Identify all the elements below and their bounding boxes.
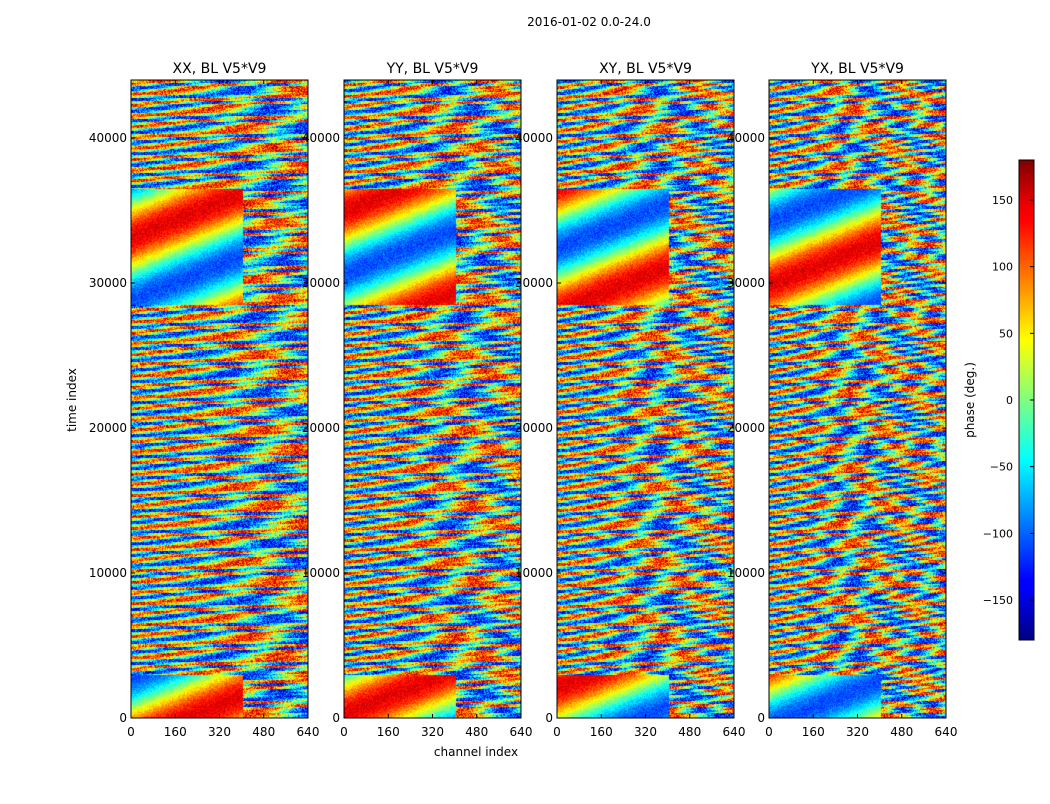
y-tick-label: 10000 [302,566,340,580]
colorbar-tick-label: −150 [983,594,1013,607]
colorbar-tick-label: 0 [1006,394,1013,407]
panel-title: YY, BL V5*V9 [386,61,479,77]
colorbar-tick-label: 50 [999,327,1013,340]
panel-title: XX, BL V5*V9 [173,61,267,77]
x-tick-label: 0 [765,725,773,739]
x-tick-label: 480 [465,725,488,739]
y-tick-label: 40000 [302,131,340,145]
panel-title: XY, BL V5*V9 [599,61,692,77]
heatmap-image [131,80,308,718]
colorbar-label: phase (deg.) [963,362,977,438]
y-axis-label: time index [65,368,79,432]
x-tick-label: 0 [553,725,561,739]
y-tick-label: 0 [332,711,340,725]
x-tick-label: 160 [802,725,825,739]
y-tick-label: 0 [545,711,553,725]
y-tick-label: 0 [757,711,765,725]
panel-xy: XY, BL V5*V9 0 160 320 480 640 0 10000 20000 3000… [515,61,746,739]
colorbar-tick-label: −100 [983,527,1013,540]
x-tick-label: 320 [846,725,869,739]
x-tick-label: 640 [297,725,320,739]
x-tick-label: 0 [340,725,348,739]
x-tick-label: 480 [890,725,913,739]
panels: XX, BL V5*V9 0 160 320 480 640 0 10000 20000 3000… [89,61,958,739]
y-tick-label: 20000 [515,421,553,435]
heatmap-image [769,80,946,718]
panel-yx: YX, BL V5*V9 0 160 320 480 640 0 10000 20000 3000… [727,61,958,739]
y-tick-label: 20000 [89,421,127,435]
x-tick-label: 160 [377,725,400,739]
y-tick-label: 10000 [515,566,553,580]
x-tick-label: 320 [421,725,444,739]
x-tick-label: 640 [510,725,533,739]
y-tick-label: 40000 [515,131,553,145]
y-tick-label: 10000 [89,566,127,580]
y-tick-label: 40000 [727,131,765,145]
panel-title: YX, BL V5*V9 [810,61,904,77]
y-tick-label: 30000 [89,276,127,290]
x-axis-label: channel index [434,745,518,759]
heatmap-image [344,80,521,718]
colorbar-tick-label: −50 [990,461,1013,474]
colorbar-ticks: 150 100 50 0 −50 −100 −150 [983,194,1034,607]
x-tick-label: 640 [723,725,746,739]
x-tick-label: 0 [127,725,135,739]
x-tick-label: 640 [935,725,958,739]
panel-xx: XX, BL V5*V9 0 160 320 480 640 0 10000 20000 3000… [89,61,320,739]
x-tick-label: 320 [208,725,231,739]
heatmap-image [557,80,734,718]
colorbar-tick-label: 100 [992,261,1013,274]
figure-suptitle: 2016-01-02 0.0-24.0 [527,15,651,29]
colorbar-tick-label: 150 [992,194,1013,207]
y-tick-label: 0 [119,711,127,725]
y-tick-label: 30000 [515,276,553,290]
y-tick-label: 40000 [89,131,127,145]
y-tick-label: 10000 [727,566,765,580]
y-tick-label: 20000 [727,421,765,435]
x-tick-label: 160 [590,725,613,739]
x-tick-label: 160 [164,725,187,739]
panel-yy: YY, BL V5*V9 0 160 320 480 640 0 10000 20000 3000… [302,61,533,739]
x-tick-label: 480 [252,725,275,739]
colorbar: 150 100 50 0 −50 −100 −150 phase (deg.) [963,159,1035,641]
x-tick-label: 480 [678,725,701,739]
y-tick-label: 30000 [727,276,765,290]
y-tick-label: 20000 [302,421,340,435]
x-tick-label: 320 [634,725,657,739]
y-tick-label: 30000 [302,276,340,290]
